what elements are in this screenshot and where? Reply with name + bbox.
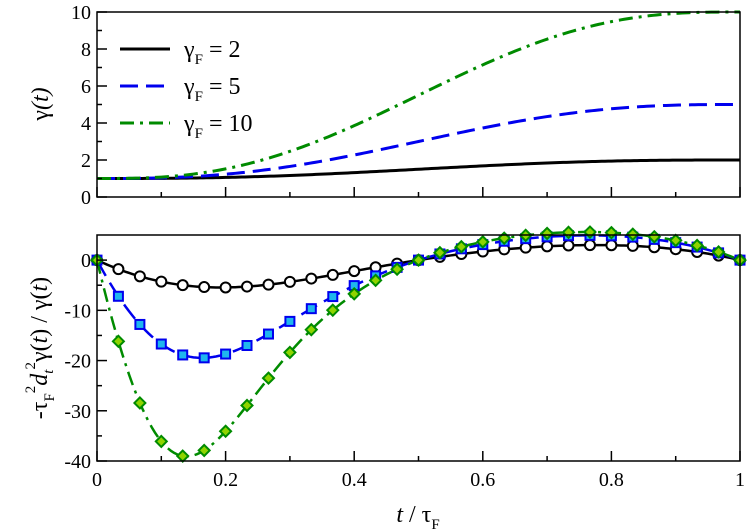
bottom-plot-frame	[96, 234, 741, 462]
bottom-marker-circle-24	[583, 239, 596, 252]
top-y-tick-label: 6	[81, 76, 91, 98]
bottom-marker-diamond-30	[711, 245, 726, 259]
bottom-marker-diamond-4	[154, 434, 169, 449]
top-y-tick-label: 10	[71, 2, 91, 24]
bottom-marker-diamond-15	[390, 262, 405, 277]
bottom-marker-diamond-13	[347, 286, 362, 301]
bottom-marker-circle-11	[305, 272, 318, 285]
bottom-marker-circle-13	[348, 265, 361, 278]
bottom-marker-diamond-2	[111, 334, 126, 349]
bottom-marker-circle-25	[605, 239, 618, 252]
bottom-marker-diamond-8	[240, 398, 254, 413]
bottom-marker-circle-5	[176, 279, 189, 292]
top-y-tick-label: 4	[81, 113, 91, 135]
legend-label-1: γF = 2	[183, 37, 241, 68]
bottom-marker-square-9	[262, 328, 274, 340]
bottom-marker-circle-4	[155, 275, 168, 288]
bottom-marker-circle-8	[241, 280, 254, 293]
top-panel: 0 2 4 6 8 10 γ(t) γF = 2 γF = 5 γF = 10	[28, 2, 741, 209]
bottom-marker-diamond-12	[325, 303, 340, 318]
bottom-marker-circle-22	[541, 240, 554, 253]
bottom-y-tick-label: -30	[64, 401, 91, 423]
legend: γF = 2 γF = 5 γF = 10	[120, 37, 253, 142]
bottom-y-axis-label: -τF2dt2γ(t) / γ(t)	[23, 277, 58, 419]
top-y-tick-label: 8	[81, 39, 91, 61]
top-y-axis-label: γ(t)	[28, 87, 54, 121]
bottom-marker-square-11	[305, 303, 317, 315]
x-tick-label: 0	[92, 469, 102, 491]
x-tick-label: 0.6	[470, 469, 495, 491]
x-tick-label: 0.4	[342, 469, 367, 491]
bottom-marker-diamond-5	[175, 449, 190, 463]
bottom-marker-square-4	[155, 338, 167, 350]
x-tick-label: 1	[735, 469, 745, 491]
bottom-marker-diamond-9	[261, 371, 276, 386]
top-y-tick-label: 2	[81, 150, 91, 172]
bottom-marker-circle-23	[562, 239, 575, 252]
bottom-marker-diamond-29	[690, 238, 705, 253]
bottom-marker-diamond-19	[475, 234, 490, 249]
bottom-marker-diamond-7	[218, 424, 233, 439]
legend-label-2: γF = 5	[183, 74, 241, 105]
x-tick-label: 0.2	[213, 469, 238, 491]
bottom-marker-diamond-10	[282, 345, 297, 360]
bottom-y-tick-label: -20	[64, 351, 91, 373]
bottom-y-tick-label: -40	[64, 451, 91, 473]
bottom-x-axis-label: t / τF	[396, 502, 439, 531]
bottom-marker-diamond-16	[411, 253, 426, 268]
bottom-marker-diamond-18	[454, 239, 469, 254]
top-y-tick-label: 0	[81, 187, 91, 209]
bottom-marker-circle-7	[219, 281, 232, 294]
bottom-marker-circle-12	[326, 268, 339, 281]
bottom-marker-diamond-6	[197, 443, 212, 458]
x-tick-label: 0.8	[599, 469, 624, 491]
bottom-marker-square-6	[198, 352, 210, 364]
bottom-marker-diamond-26	[625, 227, 640, 242]
bottom-marker-square-12	[327, 291, 339, 303]
top-series-line-2	[97, 103, 740, 180]
bottom-marker-square-2	[112, 290, 124, 302]
bottom-marker-diamond-22	[540, 226, 555, 241]
bottom-marker-diamond-11	[304, 322, 319, 337]
bottom-marker-square-3	[134, 318, 146, 330]
bottom-panel: 0 0.2 0.4 0.6 0.8 1 -40 -30 -20 -10 0 -τF2dt2γ(t) …	[23, 225, 747, 531]
bottom-y-tick-label: 0	[81, 250, 91, 272]
bottom-marker-diamond-17	[432, 245, 447, 260]
bottom-marker-circle-3	[133, 270, 146, 283]
legend-label-3: γF = 10	[183, 111, 253, 142]
bottom-marker-circle-9	[262, 278, 275, 291]
top-series-line-3	[97, 10, 740, 180]
top-series-line-1	[97, 158, 740, 180]
bottom-marker-diamond-14	[368, 273, 383, 288]
bottom-marker-circle-10	[283, 275, 296, 288]
bottom-y-tick-label: -10	[64, 300, 91, 322]
bottom-marker-diamond-28	[668, 233, 683, 248]
bottom-marker-circle-2	[112, 263, 125, 276]
bottom-marker-diamond-3	[132, 396, 147, 410]
bottom-marker-square-8	[241, 340, 253, 352]
bottom-marker-square-7	[220, 348, 232, 360]
bottom-marker-square-10	[284, 315, 296, 327]
bottom-marker-square-5	[177, 349, 189, 361]
bottom-marker-circle-6	[198, 281, 211, 294]
